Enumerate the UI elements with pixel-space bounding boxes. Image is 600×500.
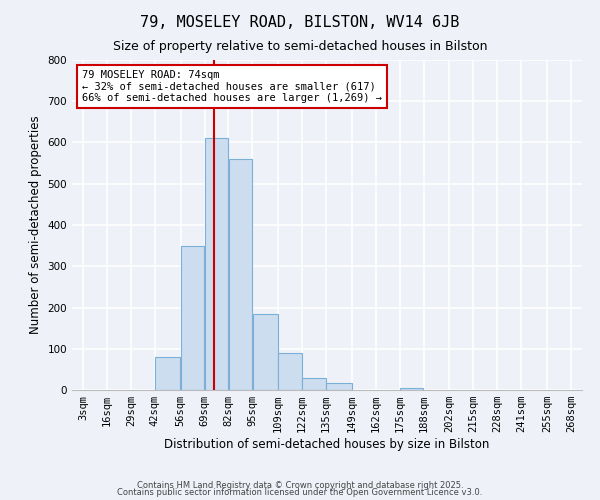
Bar: [155, 357, 181, 390]
Text: Size of property relative to semi-detached houses in Bilston: Size of property relative to semi-detach…: [113, 40, 487, 53]
Bar: [205, 138, 228, 390]
Bar: [400, 388, 424, 390]
Bar: [302, 378, 326, 390]
X-axis label: Distribution of semi-detached houses by size in Bilston: Distribution of semi-detached houses by …: [164, 438, 490, 451]
Bar: [253, 314, 278, 390]
Y-axis label: Number of semi-detached properties: Number of semi-detached properties: [29, 116, 42, 334]
Bar: [326, 382, 352, 390]
Text: Contains HM Land Registry data © Crown copyright and database right 2025.: Contains HM Land Registry data © Crown c…: [137, 480, 463, 490]
Bar: [278, 353, 302, 390]
Text: 79 MOSELEY ROAD: 74sqm
← 32% of semi-detached houses are smaller (617)
66% of se: 79 MOSELEY ROAD: 74sqm ← 32% of semi-det…: [82, 70, 382, 103]
Bar: [229, 159, 252, 390]
Bar: [181, 246, 205, 390]
Text: 79, MOSELEY ROAD, BILSTON, WV14 6JB: 79, MOSELEY ROAD, BILSTON, WV14 6JB: [140, 15, 460, 30]
Text: Contains public sector information licensed under the Open Government Licence v3: Contains public sector information licen…: [118, 488, 482, 497]
